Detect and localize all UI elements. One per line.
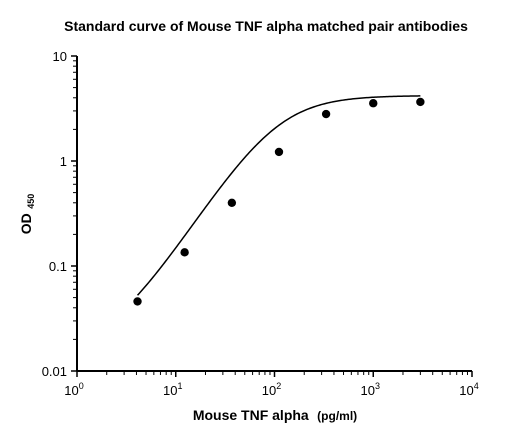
y-tick-label: 0.1 <box>49 259 67 274</box>
x-axis-label-unit: (pg/ml) <box>317 409 357 423</box>
y-axis-label: OD 450 <box>18 194 36 234</box>
data-point <box>133 297 142 306</box>
data-point <box>416 97 425 107</box>
x-tick-label-base: 10 <box>361 383 375 398</box>
data-point <box>369 99 378 108</box>
x-tick-label-base: 10 <box>262 383 276 398</box>
fit-curve <box>136 95 421 296</box>
x-tick-label-exp: 1 <box>177 381 182 391</box>
data-point <box>321 109 331 119</box>
y-tick-label: 1 <box>60 154 67 169</box>
y-axis-label-main: OD <box>18 213 34 234</box>
x-tick-label-exp: 2 <box>276 381 281 391</box>
x-tick-label-base: 10 <box>459 383 473 398</box>
x-tick-label: 104 <box>459 381 478 398</box>
x-tick-label-exp: 3 <box>375 381 380 391</box>
chart-title: Standard curve of Mouse TNF alpha matche… <box>64 18 468 34</box>
x-axis-label: Mouse TNF alpha (pg/ml) <box>193 407 357 424</box>
y-axis-label-sub: 450 <box>26 194 36 209</box>
y-tick-label: 10 <box>53 49 67 64</box>
data-points <box>133 97 425 306</box>
data-point <box>274 147 284 157</box>
x-axis-ticks: 100 101 102 103 104 <box>64 371 479 398</box>
y-axis-ticks: 0.01 0.1 1 10 <box>42 49 77 379</box>
x-tick-label: 100 <box>64 381 83 398</box>
x-tick-label-base: 10 <box>163 383 177 398</box>
y-tick-label: 0.01 <box>42 364 67 379</box>
x-axis-label-main: Mouse TNF alpha <box>193 407 309 423</box>
data-point <box>180 248 189 257</box>
x-tick-label-exp: 0 <box>79 381 84 391</box>
x-tick-label: 102 <box>262 381 281 398</box>
x-tick-label: 103 <box>361 381 380 398</box>
data-point <box>227 198 237 207</box>
x-tick-label-exp: 4 <box>474 381 479 391</box>
x-tick-label-base: 10 <box>64 383 78 398</box>
x-tick-label: 101 <box>163 381 182 398</box>
